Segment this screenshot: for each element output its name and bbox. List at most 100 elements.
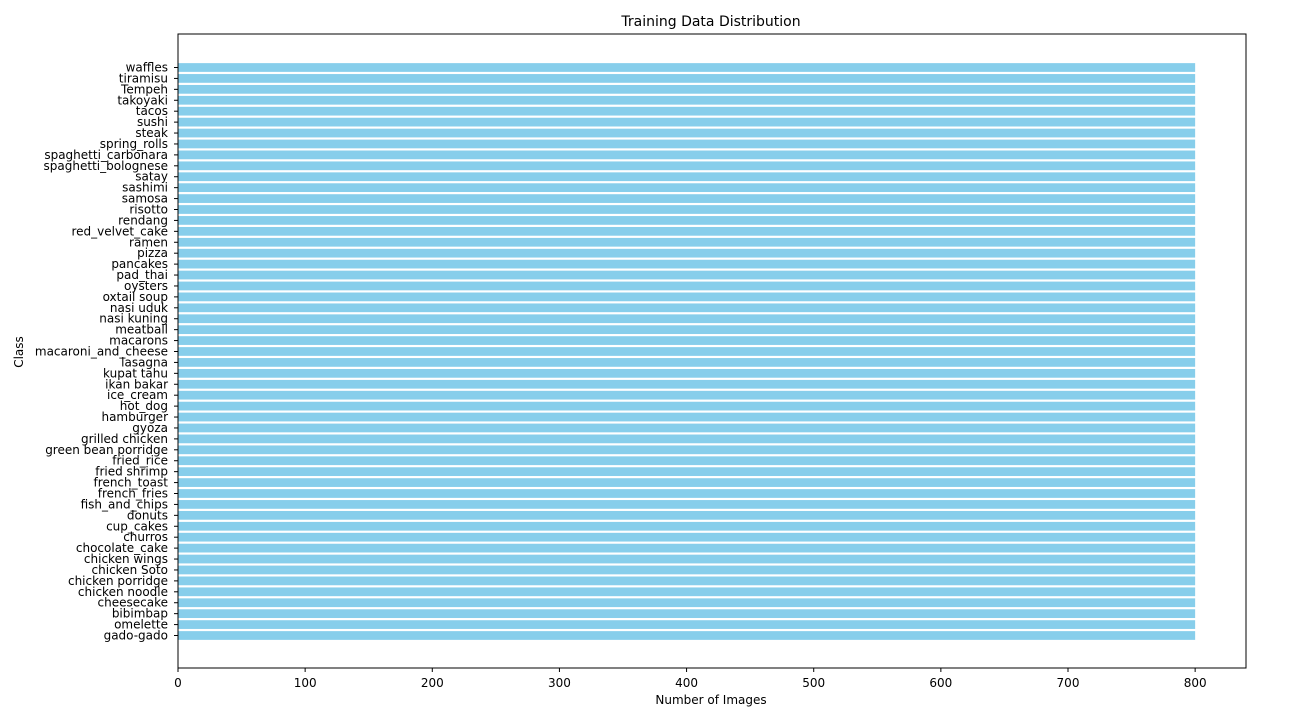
y-tick-label: fried shrimp	[95, 465, 168, 479]
y-tick-label: gyoza	[132, 421, 168, 435]
chart-title: Training Data Distribution	[620, 14, 800, 30]
y-tick-label: french_toast	[94, 476, 169, 490]
y-tick-label: macarons	[109, 334, 168, 348]
bar-oysters	[178, 281, 1196, 291]
y-tick-label: chicken noodle	[78, 585, 168, 599]
bar-pizza	[178, 248, 1196, 258]
plot-area-frame	[177, 33, 1247, 669]
y-tick-label: oysters	[124, 279, 168, 293]
y-tick-label: spaghetti_carbonara	[44, 148, 168, 162]
y-tick-label: steak	[135, 126, 168, 140]
y-tick-label: hot_dog	[120, 399, 168, 413]
y-tick-label: green bean porridge	[45, 443, 168, 457]
y-tick-label: hamburger	[101, 410, 168, 424]
bar-ikan-bakar	[178, 379, 1196, 389]
bar-sushi	[178, 117, 1196, 127]
y-tick-label: fried_rice	[112, 454, 168, 468]
bar-kupat-tahu	[178, 368, 1196, 378]
y-tick-label: waffles	[126, 61, 168, 75]
bar-red-velvet-cake	[178, 226, 1196, 236]
y-tick-label: nasi kuning	[99, 312, 168, 326]
y-tick-label: kupat tahu	[103, 366, 168, 380]
y-tick-label: lasagna	[121, 355, 168, 369]
y-tick-label: chicken Soto	[92, 563, 168, 577]
bar-grilled-chicken	[178, 434, 1196, 444]
bar-hot-dog	[178, 401, 1196, 411]
bar-tacos	[178, 106, 1196, 116]
bar-green-bean-porridge	[178, 445, 1196, 455]
y-tick-label: macaroni_and_cheese	[35, 345, 168, 359]
bar-takoyaki	[178, 95, 1196, 105]
y-tick-label: samosa	[122, 192, 168, 206]
y-tick-label: bibimbap	[112, 607, 168, 621]
bars-group	[178, 63, 1196, 640]
y-tick-label: chicken wings	[84, 552, 168, 566]
bar-cheesecake	[178, 598, 1196, 608]
y-tick-label: rendang	[118, 213, 168, 227]
x-tick-label: 700	[1057, 676, 1080, 690]
bar-lasagna	[178, 358, 1196, 367]
x-tick-label: 400	[675, 676, 698, 690]
bar-spring-rolls	[178, 139, 1196, 149]
y-tick-label: churros	[123, 530, 168, 544]
y-tick-label: donuts	[127, 508, 168, 522]
y-tick-label: grilled chicken	[81, 432, 168, 446]
y-tick-label: spring_rolls	[100, 137, 168, 151]
bar-oxtail-soup	[178, 292, 1196, 302]
y-tick-label: cheesecake	[98, 596, 168, 610]
bar-fried-rice	[178, 456, 1196, 466]
y-tick-label: Tempeh	[120, 82, 168, 96]
bar-french-fries	[178, 489, 1196, 498]
y-tick-label: satay	[135, 170, 168, 184]
x-axis-ticks: 0 100 200 300 400 500 600 700 800	[174, 668, 1207, 690]
bar-gado-gado	[178, 631, 1196, 640]
bar-risotto	[178, 205, 1196, 214]
bar-nasi-uduk	[178, 303, 1196, 313]
bar-churros	[178, 532, 1196, 542]
bar-tiramisu	[178, 74, 1196, 83]
y-tick-label: nasi uduk	[110, 301, 168, 315]
bar-pancakes	[178, 259, 1196, 269]
y-tick-label: pizza	[137, 246, 168, 260]
y-tick-label: oxtail soup	[103, 290, 168, 304]
y-tick-label: ramen	[129, 235, 168, 249]
y-tick-label: red_velvet_cake	[71, 224, 168, 238]
y-tick-label: sushi	[137, 115, 168, 129]
x-tick-label: 500	[802, 676, 825, 690]
y-tick-label: chicken porridge	[68, 574, 168, 588]
bar-cup-cakes	[178, 521, 1196, 531]
bar-chicken-wings	[178, 554, 1196, 564]
y-tick-label: omelette	[114, 618, 168, 632]
y-tick-label: chocolate_cake	[76, 541, 168, 555]
bar-hamburger	[178, 412, 1196, 422]
y-tick-label: pancakes	[111, 257, 168, 271]
y-axis-label: Class	[12, 336, 26, 368]
bar-sashimi	[178, 183, 1196, 193]
y-tick-label: risotto	[129, 203, 168, 217]
bar-donuts	[178, 510, 1196, 520]
y-tick-label: gado-gado	[104, 629, 168, 643]
bar-chocolate-cake	[178, 543, 1196, 553]
bar-macarons	[178, 336, 1196, 345]
x-tick-label: 600	[929, 676, 952, 690]
y-axis-ticks: gado-gadoomelettebibimbapcheesecakechick…	[35, 61, 178, 643]
bar-fish-and-chips	[178, 500, 1196, 509]
bar-omelette	[178, 620, 1196, 629]
bar-french-toast	[178, 478, 1196, 487]
y-tick-label: ikan bakar	[105, 377, 168, 391]
x-axis-label: Number of Images	[655, 693, 766, 707]
y-tick-label: tiramisu	[119, 71, 168, 85]
x-tick-label: 200	[421, 676, 444, 690]
y-tick-label: cup_cakes	[106, 519, 168, 533]
bar-samosa	[178, 194, 1196, 203]
bar-chicken-noodle	[178, 587, 1196, 597]
y-tick-label: fish_and_chips	[81, 497, 168, 511]
bar-rendang	[178, 216, 1196, 225]
x-tick-label: 800	[1184, 676, 1207, 690]
bar-macaroni-and-cheese	[178, 347, 1196, 356]
bar-bibimbap	[178, 609, 1196, 619]
y-tick-label: pad_thai	[116, 268, 168, 282]
bar-meatball	[178, 325, 1196, 335]
y-tick-label: tacos	[136, 104, 168, 118]
